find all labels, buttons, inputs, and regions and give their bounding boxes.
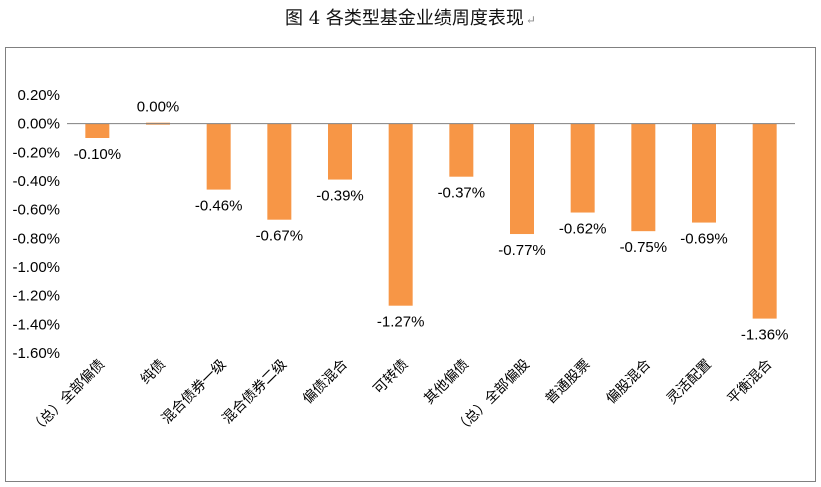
category-label: 混合债券二级 xyxy=(219,357,290,428)
data-label: -0.46% xyxy=(195,198,243,215)
data-label: 0.00% xyxy=(137,99,180,116)
y-tick-label: 0.20% xyxy=(17,87,60,104)
y-tick-label: -0.40% xyxy=(12,173,60,190)
category-label: 平衡混合 xyxy=(725,357,776,408)
category-label: （总）全部偏债 xyxy=(27,356,108,437)
data-label: -0.10% xyxy=(74,146,122,163)
category-label: 偏债混合 xyxy=(300,357,351,408)
data-label: -0.62% xyxy=(559,221,607,238)
data-label: -0.75% xyxy=(620,239,668,256)
category-label: 纯债 xyxy=(138,357,169,388)
bar xyxy=(631,123,656,232)
chart-title-text: 图 4 各类型基金业绩周度表现 xyxy=(285,8,524,29)
y-tick-label: 0.00% xyxy=(17,116,60,133)
bar xyxy=(510,123,534,235)
bar xyxy=(328,123,352,180)
bar xyxy=(206,123,231,190)
bar xyxy=(85,123,110,138)
bar xyxy=(570,123,595,213)
bar xyxy=(388,123,413,306)
bar xyxy=(692,123,716,223)
bar xyxy=(267,123,292,220)
category-label: 普通股票 xyxy=(543,357,594,408)
paragraph-mark: ↵ xyxy=(525,13,536,27)
y-tick-label: -1.60% xyxy=(12,345,60,362)
bar xyxy=(752,123,777,319)
data-label: -0.67% xyxy=(256,228,304,245)
y-tick-label: -1.20% xyxy=(12,288,60,305)
bar xyxy=(449,123,474,177)
y-tick-label: -0.80% xyxy=(12,230,60,247)
data-label: -1.27% xyxy=(377,314,425,331)
category-label: 灵活配置 xyxy=(664,357,715,408)
y-tick-label: -1.40% xyxy=(12,316,60,333)
chart-title: 图 4 各类型基金业绩周度表现 ↵ xyxy=(0,4,821,30)
data-label: -0.69% xyxy=(680,231,728,248)
y-tick-label: -0.20% xyxy=(12,144,60,161)
data-label: -0.77% xyxy=(498,242,546,259)
category-label: 偏股混合 xyxy=(603,357,654,408)
y-tick-label: -0.60% xyxy=(12,202,60,219)
chart-frame xyxy=(5,47,816,482)
category-label: 可转债 xyxy=(370,357,411,398)
category-label: 其他偏债 xyxy=(421,357,472,408)
data-label: -0.39% xyxy=(316,188,364,205)
data-label: -1.36% xyxy=(741,327,789,344)
y-tick-label: -1.00% xyxy=(12,259,60,276)
data-label: -0.37% xyxy=(438,185,486,202)
